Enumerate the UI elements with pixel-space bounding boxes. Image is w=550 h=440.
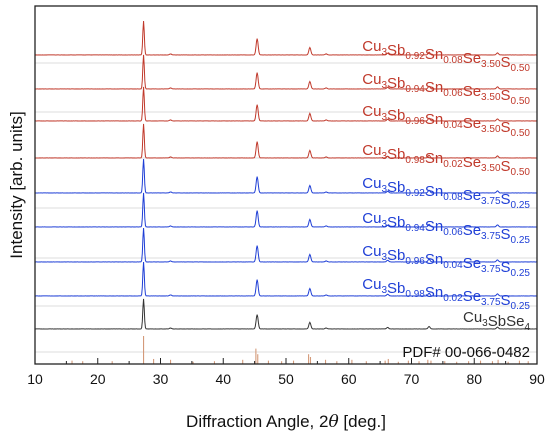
trace-label: Cu3Sb0.98Sn0.02Se3.75S0.25 bbox=[362, 276, 530, 312]
trace-group: Cu3Sb0.94Sn0.06Se3.75S0.25 bbox=[34, 192, 538, 246]
trace-label: Cu3Sb0.94Sn0.06Se3.50S0.50 bbox=[362, 71, 530, 107]
plot-area: Cu3Sb0.92Sn0.08Se3.50S0.50Cu3Sb0.94Sn0.0… bbox=[34, 20, 538, 364]
xrd-trace bbox=[35, 86, 538, 122]
xrd-trace bbox=[34, 261, 538, 297]
trace-group: Cu3Sb0.96Sn0.04Se3.75S0.25 bbox=[34, 227, 538, 279]
x-tick-label: 40 bbox=[215, 371, 231, 387]
x-tick-label: 50 bbox=[278, 371, 294, 387]
x-axis-label: Diffraction Angle, 2θ [deg.] bbox=[186, 412, 386, 432]
xrd-trace bbox=[34, 54, 538, 90]
x-tick-label: 60 bbox=[341, 371, 357, 387]
trace-label: Cu3SbSe4 bbox=[463, 309, 530, 333]
x-tick-label: 30 bbox=[153, 371, 169, 387]
xrd-trace bbox=[34, 158, 538, 194]
x-tick-label: 80 bbox=[466, 371, 482, 387]
trace-label: Cu3Sb0.96Sn0.04Se3.75S0.25 bbox=[362, 243, 530, 279]
xrd-trace bbox=[34, 20, 538, 56]
xrd-trace bbox=[34, 227, 538, 263]
trace-group: Cu3Sb0.92Sn0.08Se3.75S0.25 bbox=[34, 158, 538, 211]
trace-label: Cu3Sb0.92Sn0.08Se3.75S0.25 bbox=[362, 175, 530, 211]
trace-label: Cu3Sb0.98Sn0.02Se3.50S0.50 bbox=[362, 142, 530, 178]
xrd-trace bbox=[34, 123, 538, 159]
x-tick-label: 70 bbox=[404, 371, 420, 387]
xrd-trace bbox=[34, 298, 538, 330]
reference-label: PDF# 00-066-0482 bbox=[402, 344, 530, 361]
x-axis: 10 20 30 40 50 60 70 80 90 bbox=[27, 358, 545, 387]
x-tick-label: 10 bbox=[27, 371, 43, 387]
trace-group: Cu3SbSe4 bbox=[34, 298, 538, 333]
trace-label: Cu3Sb0.92Sn0.08Se3.50S0.50 bbox=[362, 38, 530, 74]
separator-lines bbox=[35, 62, 537, 353]
xrd-trace bbox=[34, 192, 538, 228]
reference-pattern: PDF# 00-066-0482 bbox=[71, 336, 530, 364]
x-tick-label: 90 bbox=[529, 371, 545, 387]
trace-group: Cu3Sb0.96Sn0.04Se3.50S0.50 bbox=[35, 86, 538, 139]
trace-label: Cu3Sb0.94Sn0.06Se3.75S0.25 bbox=[362, 210, 530, 246]
trace-group: Cu3Sb0.94Sn0.06Se3.50S0.50 bbox=[34, 54, 538, 107]
y-axis-label: Intensity [arb. units] bbox=[7, 111, 26, 258]
trace-label: Cu3Sb0.96Sn0.04Se3.50S0.50 bbox=[362, 103, 530, 139]
x-tick-label: 20 bbox=[90, 371, 106, 387]
trace-group: Cu3Sb0.98Sn0.02Se3.75S0.25 bbox=[34, 261, 538, 312]
trace-group: Cu3Sb0.98Sn0.02Se3.50S0.50 bbox=[34, 123, 538, 178]
trace-group: Cu3Sb0.92Sn0.08Se3.50S0.50 bbox=[34, 20, 538, 74]
